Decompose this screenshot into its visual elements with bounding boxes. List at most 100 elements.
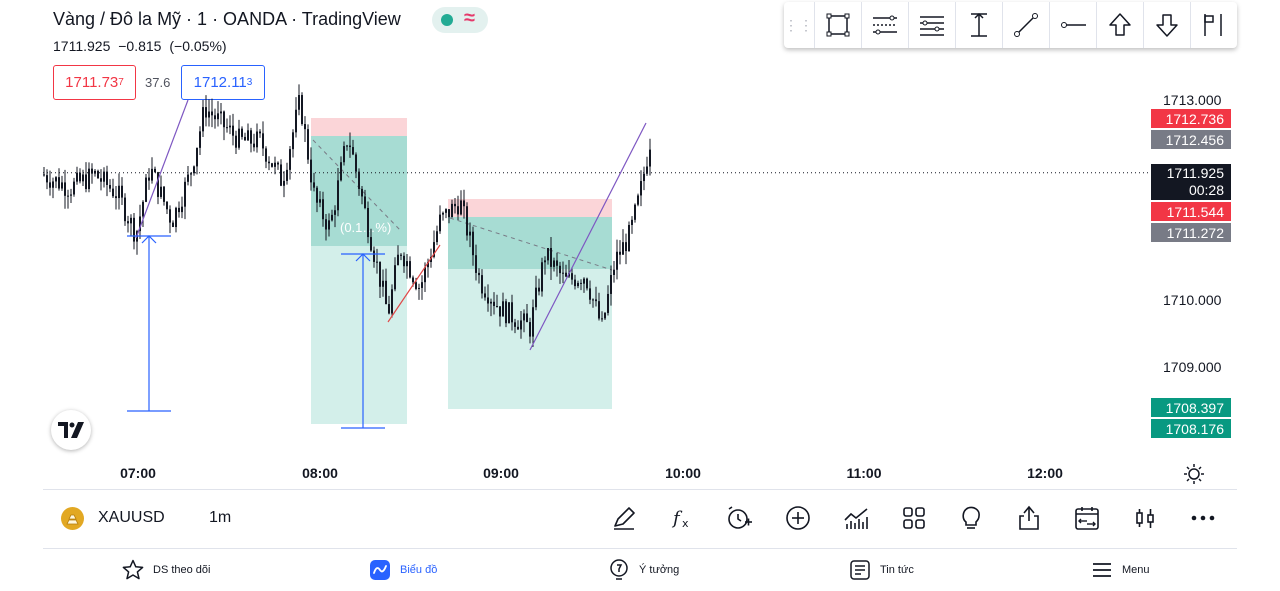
arrow-down-icon[interactable] (1143, 2, 1190, 48)
candle-body (565, 272, 567, 277)
candle-body (604, 312, 606, 319)
candle-body (46, 175, 48, 183)
candle-body (67, 195, 69, 197)
hamburger-icon (1093, 563, 1111, 577)
candle-body (442, 212, 444, 215)
candle-body (493, 301, 495, 306)
sell-button[interactable]: 1711.73 7 (53, 65, 136, 100)
candle-body (199, 131, 201, 148)
candle-body (526, 313, 528, 323)
price-range-icon[interactable] (955, 2, 1002, 48)
candle-body (43, 174, 45, 176)
candle-body (418, 287, 420, 289)
candle-body (535, 287, 537, 308)
ticker-symbol[interactable]: XAUUSD (98, 509, 165, 526)
candle-body (172, 222, 174, 228)
candle-body (247, 130, 249, 141)
time-axis-label: 08:00 (302, 465, 338, 481)
candle-body (421, 282, 423, 288)
candle-body (355, 154, 357, 172)
candle-body (358, 171, 360, 189)
candle-body (178, 207, 180, 213)
candle-body (310, 159, 312, 183)
more-icon[interactable] (1188, 503, 1218, 533)
alert-add-icon[interactable] (724, 503, 754, 533)
trend-line-icon[interactable] (1002, 2, 1049, 48)
pitchfork-icon[interactable] (908, 2, 955, 48)
horizontal-ray-icon[interactable] (1049, 2, 1096, 48)
price-tag: 1711.925 00:28 (1151, 164, 1231, 200)
candle-body (586, 278, 588, 289)
drawing-toolbar: ⋮⋮ (784, 2, 1237, 48)
nav-watchlist[interactable]: DS theo dõi (121, 555, 210, 585)
arrow-up-icon[interactable] (1096, 2, 1143, 48)
candle-body (145, 177, 147, 202)
chart-type-icon[interactable] (841, 503, 871, 533)
candle-body (175, 207, 177, 228)
separator (43, 489, 1237, 490)
interval-selector[interactable]: 1m (209, 509, 232, 526)
replay-icon[interactable] (1072, 503, 1102, 533)
candle-body (448, 209, 450, 218)
candle-body (292, 132, 294, 150)
nav-ideas-label: Ý tưởng (639, 564, 680, 576)
candle-body (208, 111, 210, 118)
fib-channel-icon[interactable] (861, 2, 908, 48)
candle-body (322, 199, 324, 220)
candle-body (592, 299, 594, 301)
candle-body (391, 289, 393, 314)
price-chart[interactable]: (0.1…%) (0, 60, 1150, 450)
candle-body (94, 170, 96, 174)
rectangle-icon[interactable] (814, 2, 861, 48)
sell-price: 1711.73 (65, 74, 119, 91)
ideas-bulb-icon[interactable] (956, 503, 986, 533)
tradingview-logo[interactable] (51, 410, 91, 450)
candle-body (475, 255, 477, 273)
candle-body (295, 109, 297, 133)
candle-body (97, 170, 99, 179)
candle-body (187, 174, 189, 182)
candle-body (88, 168, 90, 190)
candle-body (304, 124, 306, 130)
candle-body (238, 128, 240, 148)
candle-body (550, 248, 552, 267)
candle-body (598, 301, 600, 319)
candle-body (556, 260, 558, 266)
layout-grid-icon[interactable] (899, 503, 929, 533)
candle-body (229, 125, 231, 128)
candle-body (313, 182, 315, 188)
candle-body (319, 199, 321, 203)
nav-chart[interactable]: Biểu đồ (368, 555, 437, 585)
candle-body (640, 181, 642, 196)
candle-body (160, 186, 162, 197)
draw-pencil-icon[interactable] (609, 503, 639, 533)
symbol-title[interactable]: Vàng / Đô la Mỹ · 1 · OANDA · TradingVie… (53, 9, 401, 29)
add-circle-icon[interactable] (783, 503, 813, 533)
candle-body (139, 216, 141, 232)
candle-body (589, 288, 591, 300)
candle-body (118, 185, 120, 199)
nav-news[interactable]: Tin tức (848, 555, 914, 585)
candle-body (121, 185, 123, 198)
candle-body (79, 172, 81, 182)
candle-body (100, 178, 102, 182)
chart-settings-icon[interactable] (1182, 462, 1206, 486)
drag-handle-icon[interactable]: ⋮⋮ (784, 16, 814, 33)
nav-ideas[interactable]: Ý tưởng (607, 555, 679, 585)
candles-icon[interactable] (1130, 503, 1160, 533)
price-tag: 1712.736 (1151, 109, 1231, 128)
share-icon[interactable] (1014, 503, 1044, 533)
candle-body (340, 162, 342, 181)
candle-body (325, 219, 327, 230)
candle-body (262, 133, 264, 149)
take-profit-zone (311, 246, 407, 424)
candle-body (61, 182, 63, 189)
nav-menu[interactable]: Menu (1090, 555, 1150, 585)
candle-body (307, 129, 309, 160)
flag-icon[interactable] (1190, 2, 1237, 48)
buy-button[interactable]: 1712.11 3 (181, 65, 265, 100)
candle-body (163, 186, 165, 202)
candle-body (73, 181, 75, 195)
nav-chart-label: Biểu đồ (400, 564, 438, 576)
